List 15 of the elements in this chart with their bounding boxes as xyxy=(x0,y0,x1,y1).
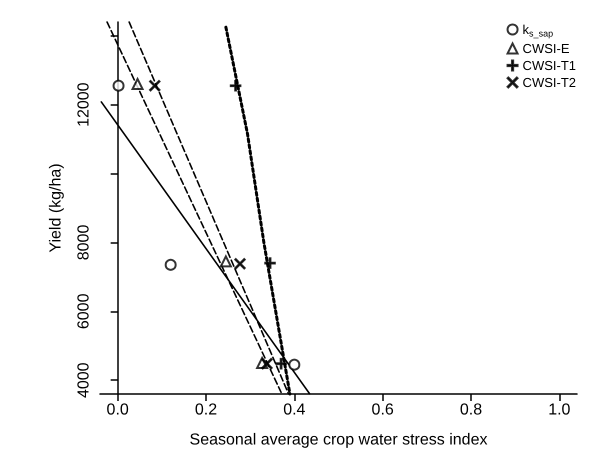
y-tick-label: 8000 xyxy=(76,224,92,260)
x-tick-label: 0.8 xyxy=(460,402,482,418)
x-tick-label: 0.2 xyxy=(194,402,218,418)
legend-label: CWSI-E xyxy=(522,41,570,56)
y-axis-title: Yield (kg/ha) xyxy=(48,163,64,253)
y-tick-label: 12000 xyxy=(76,82,92,127)
x-tick-label: 0.0 xyxy=(106,402,129,418)
x-tick-label: 0.4 xyxy=(283,402,306,418)
x-axis-title: Seasonal average crop water stress index xyxy=(190,432,488,448)
legend-label: CWSI-T1 xyxy=(522,58,576,73)
x-tick-label: 0.6 xyxy=(372,402,394,418)
x-tick-label: 1.0 xyxy=(548,402,571,418)
y-tick-label: 6000 xyxy=(76,293,92,330)
y-tick-label: 4000 xyxy=(76,362,92,398)
legend-label: CWSI-T2 xyxy=(522,75,576,90)
